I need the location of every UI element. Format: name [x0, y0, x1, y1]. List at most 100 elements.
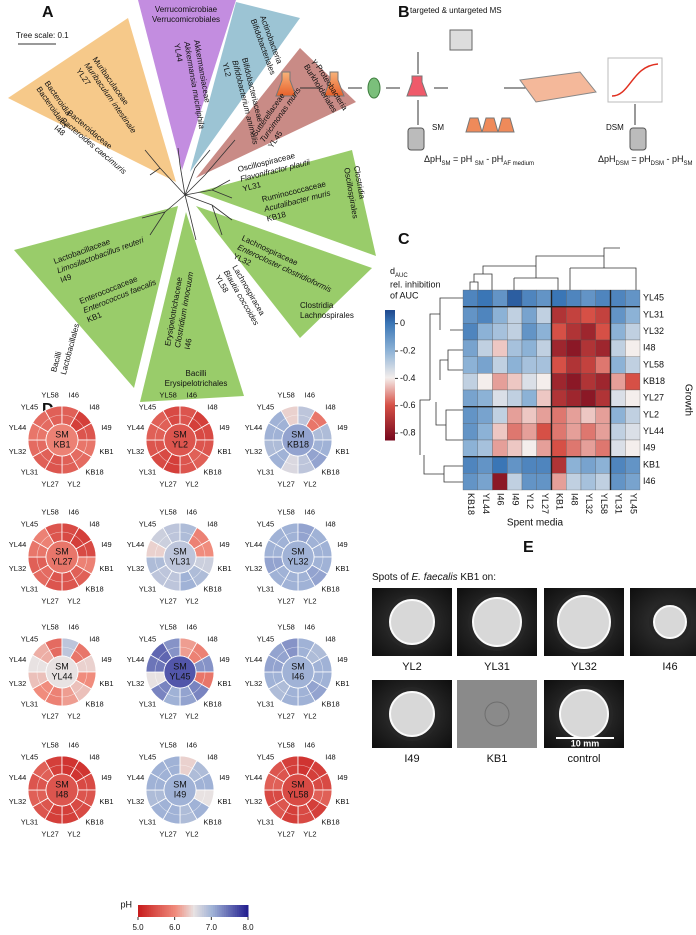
segment-label: KB1: [335, 564, 349, 573]
segment-label: I48: [207, 402, 217, 411]
heatmap-cell: [462, 339, 478, 357]
heatmap-cell: [477, 289, 493, 307]
heatmap-cell: [492, 439, 508, 457]
segment-label: YL31: [257, 700, 275, 709]
heatmap-cell: [536, 373, 552, 391]
colorbar-tick-label: 5.0: [132, 923, 144, 932]
heatmap-cell: [610, 423, 626, 441]
colorbar-step: [385, 426, 395, 429]
ph-meter: [629, 127, 647, 151]
colorbar-step: [385, 396, 395, 399]
heatmap-cell: [462, 473, 478, 491]
heatmap-cell: [477, 389, 493, 407]
wheel-center: [281, 540, 315, 574]
segment-label: KB1: [99, 797, 113, 806]
wheel-segment-inner: [154, 427, 159, 441]
colorbar-step: [200, 905, 203, 917]
heatmap-cell: [610, 373, 626, 391]
segment-label: I46: [187, 741, 197, 750]
filter: [367, 77, 381, 99]
legend-line: of AUC: [390, 290, 419, 300]
column-label: I48: [569, 493, 579, 506]
wheel-center-label: SM: [55, 661, 69, 671]
heatmap-cell: [595, 306, 611, 324]
segment-label: YL44: [127, 423, 145, 432]
segment-label: YL44: [9, 423, 27, 432]
wheel-center-label: SM: [173, 661, 187, 671]
heatmap-cell: [507, 356, 523, 374]
formula-part: DSM: [616, 161, 629, 167]
segment-label: I49: [101, 773, 111, 782]
heatmap-cell: [566, 289, 582, 307]
heatmap-cell: [492, 323, 508, 341]
segment-label: I48: [207, 634, 217, 643]
heatmap-cell: [625, 456, 641, 474]
heatmap-cell: [551, 323, 567, 341]
spots-title-part: KB1 on:: [458, 572, 496, 583]
heatmap-cell: [580, 456, 596, 474]
heatmap-cell: [610, 473, 626, 491]
colorbar-step: [204, 905, 207, 917]
segment-label: YL58: [41, 508, 59, 517]
colorbar-step: [385, 378, 395, 381]
colorbar-step: [385, 332, 395, 335]
colorbar-step: [183, 905, 187, 917]
spot-label: I46: [662, 661, 677, 673]
heatmap-cell: [477, 456, 493, 474]
colorbar-step: [385, 358, 395, 361]
colorbar-step: [385, 326, 395, 329]
colorbar-step: [385, 324, 395, 327]
spot-label: control: [567, 753, 600, 765]
row-label: KB1: [643, 459, 660, 469]
segment-label: YL44: [127, 773, 145, 782]
segment-label: I46: [305, 508, 315, 517]
colorbar-step: [385, 314, 395, 317]
heatmap-cell: [536, 389, 552, 407]
colorbar-step: [385, 368, 395, 371]
segment-label: I49: [337, 773, 347, 782]
segment-label: YL58: [41, 741, 59, 750]
colorbar-step: [385, 386, 395, 389]
segment-label: I46: [305, 741, 315, 750]
colorbar-step: [187, 905, 190, 917]
x-axis-label: Spent media: [507, 518, 564, 529]
segment-label: I46: [305, 623, 315, 632]
heatmap-cell: [551, 456, 567, 474]
wheel-segment-inner: [154, 659, 159, 673]
segment-label: YL2: [185, 829, 198, 838]
heatmap-cell: [462, 456, 478, 474]
column-label: YL44: [481, 493, 491, 514]
segment-label: KB18: [85, 468, 103, 477]
heatmap-cell: [477, 473, 493, 491]
colorbar-step: [202, 905, 205, 917]
segment-label: KB18: [321, 468, 339, 477]
taxon-label: YL2: [221, 62, 233, 79]
tree-scale: Tree scale: 0.1: [16, 31, 69, 40]
segment-label: YL2: [303, 479, 316, 488]
colorbar-step: [385, 312, 395, 315]
wheel-center-name: I49: [174, 789, 187, 799]
wheel-center-label: SM: [291, 429, 305, 439]
legend-title: dAUC: [390, 266, 408, 278]
segment-label: YL32: [245, 447, 263, 456]
heatmap-cell: [566, 439, 582, 457]
segment-label: YL2: [185, 596, 198, 605]
heatmap-cell: [551, 473, 567, 491]
wheel-center-name: I46: [292, 671, 305, 681]
segment-label: I46: [187, 623, 197, 632]
wheel-center: [45, 655, 79, 689]
colony: [472, 597, 522, 647]
row-label: YL58: [643, 359, 664, 369]
colorbar-step: [385, 334, 395, 337]
colorbar-step: [171, 905, 174, 917]
colorbar-step: [385, 340, 395, 343]
colorbar-step: [385, 390, 395, 393]
heatmap-cell: [521, 373, 537, 391]
heatmap-cell: [566, 373, 582, 391]
formula-part: SM: [442, 161, 451, 167]
wheel-center-name: YL32: [287, 556, 308, 566]
row-label: KB18: [643, 376, 665, 386]
